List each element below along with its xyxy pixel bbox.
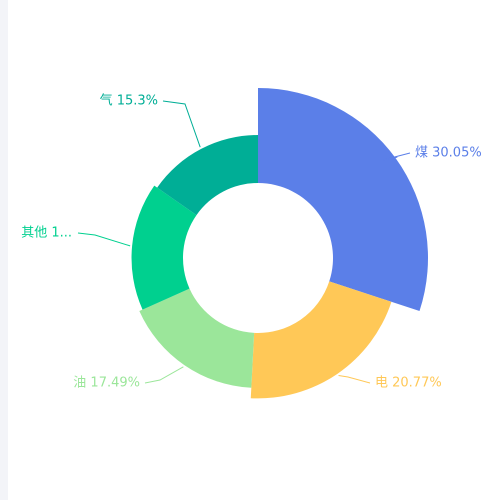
leader-line-2 xyxy=(338,374,371,384)
leader-line-4 xyxy=(77,232,131,247)
pie-slice-1[interactable] xyxy=(258,88,429,312)
leader-line-1 xyxy=(382,152,411,161)
pie-slice-3[interactable] xyxy=(139,288,255,388)
slice-label-3: 油 17.49% xyxy=(73,376,140,391)
leader-line-5 xyxy=(162,100,201,148)
slice-label-4: 其他 1... xyxy=(21,226,72,241)
left-edge-strip xyxy=(0,0,8,500)
slice-label-5: 气 15.3% xyxy=(100,93,158,109)
pie-slice-2[interactable] xyxy=(250,281,392,399)
leader-line-3 xyxy=(144,366,184,384)
pie-slice-5[interactable] xyxy=(157,135,258,216)
slice-label-2: 电 20.77% xyxy=(375,376,442,391)
slice-label-1: 煤 30.05% xyxy=(415,146,482,161)
pie-slice-4[interactable] xyxy=(131,185,197,310)
